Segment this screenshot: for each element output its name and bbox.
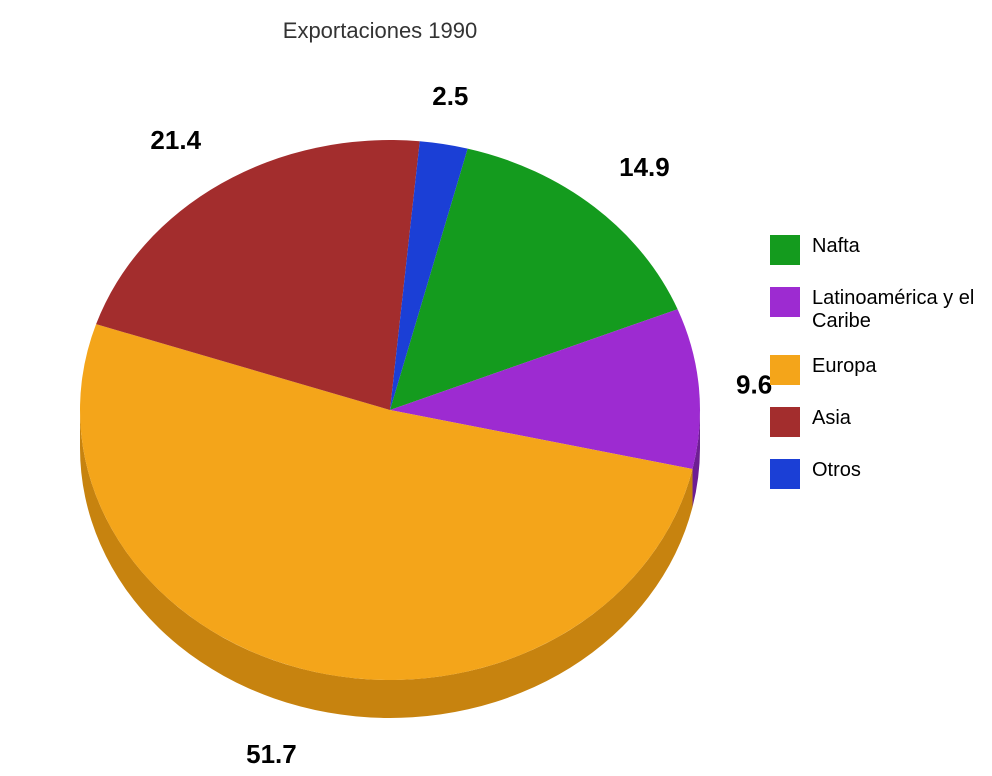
legend-label-nafta: Nafta <box>812 235 860 258</box>
legend-label-latam: Latinoamérica y el Caribe <box>812 287 982 333</box>
legend-label-otros: Otros <box>812 459 861 482</box>
pie-label-asia: 21.4 <box>150 125 201 156</box>
legend-label-asia: Asia <box>812 407 851 430</box>
legend-item-latam: Latinoamérica y el Caribe <box>770 287 982 333</box>
legend-swatch-europa <box>770 355 800 385</box>
legend-item-nafta: Nafta <box>770 235 982 265</box>
pie-label-latam: 9.6 <box>736 370 772 401</box>
pie-label-nafta: 14.9 <box>619 152 670 183</box>
legend-item-asia: Asia <box>770 407 982 437</box>
chart-title: Exportaciones 1990 <box>0 18 760 44</box>
legend-label-europa: Europa <box>812 355 877 378</box>
pie-label-europa: 51.7 <box>246 739 297 770</box>
legend-swatch-latam <box>770 287 800 317</box>
pie-chart <box>60 110 720 750</box>
pie-label-otros: 2.5 <box>432 81 468 112</box>
legend-item-otros: Otros <box>770 459 982 489</box>
legend-swatch-asia <box>770 407 800 437</box>
chart-legend: Nafta Latinoamérica y el Caribe Europa Asia… <box>770 235 982 511</box>
pie-svg <box>60 110 720 750</box>
legend-item-europa: Europa <box>770 355 982 385</box>
legend-swatch-otros <box>770 459 800 489</box>
chart-container: Exportaciones 1990 14.9 9.6 51.7 21.4 2.5 Na… <box>0 0 992 776</box>
legend-swatch-nafta <box>770 235 800 265</box>
